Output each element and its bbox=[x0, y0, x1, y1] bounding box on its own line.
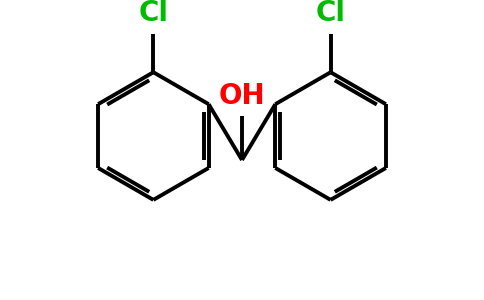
Text: OH: OH bbox=[219, 82, 265, 110]
Text: Cl: Cl bbox=[138, 0, 168, 27]
Text: Cl: Cl bbox=[316, 0, 346, 27]
